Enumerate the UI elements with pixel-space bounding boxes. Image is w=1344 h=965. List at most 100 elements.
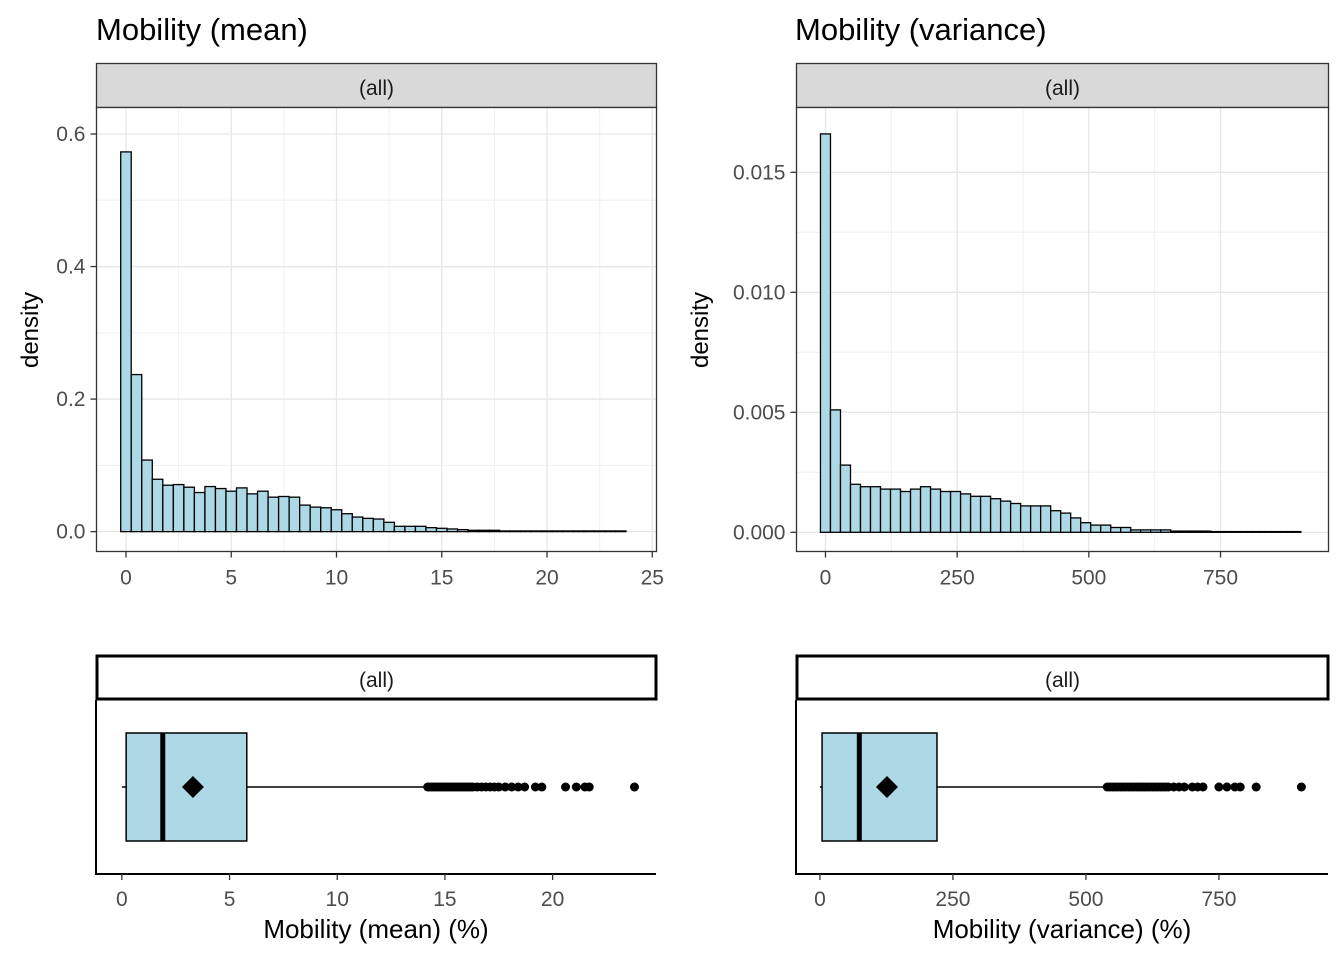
x-tick-label: 250 <box>940 567 975 590</box>
x-tick-label: 5 <box>224 888 236 911</box>
y-tick-label: 0.2 <box>56 388 85 411</box>
facet-strip-variance-histogram <box>795 62 1330 109</box>
histogram-bar <box>162 484 174 533</box>
outlier-point <box>530 782 540 792</box>
box-iqr <box>125 732 248 842</box>
histogram-bar <box>1170 530 1182 533</box>
x-tick-label: 10 <box>325 567 348 590</box>
x-axis-variance-histogram: 0 250 500 750 <box>820 551 1238 590</box>
y-tick-label: 0.0 <box>56 521 85 544</box>
histogram-bar <box>351 516 364 533</box>
histogram-bar <box>583 530 596 533</box>
histogram-bar <box>1090 524 1102 533</box>
outlier-point <box>513 782 523 792</box>
histogram-bar <box>456 528 469 533</box>
mean-marker <box>181 776 204 798</box>
histogram-bar <box>1160 529 1172 533</box>
x-axis-label-variance: Mobility (variance) (%) <box>933 914 1192 944</box>
boxplot-mean <box>121 732 639 842</box>
plot-panel-variance-histogram <box>795 106 1330 553</box>
facet-strip-mean-boxplot <box>95 654 658 701</box>
x-tick-label: 500 <box>1071 567 1106 590</box>
x-tick-label: 750 <box>1203 567 1238 590</box>
histogram-bar <box>277 495 290 533</box>
outlier-point <box>1179 782 1189 792</box>
outlier-point <box>629 782 639 792</box>
boxplot-variance <box>819 732 1306 842</box>
histogram-bar <box>393 525 406 533</box>
histogram-bar <box>1049 510 1062 533</box>
histogram-bar <box>959 493 972 533</box>
chart-title-variance: Mobility (variance) <box>795 12 1047 47</box>
histogram-bar <box>949 490 962 533</box>
histogram-bar <box>1260 530 1272 533</box>
y-tick-label: 0.005 <box>733 401 786 424</box>
plot-background-variance <box>796 107 1329 552</box>
histogram-bar <box>969 495 982 533</box>
y-tick-label: 0.4 <box>56 256 86 279</box>
histogram-bar <box>246 493 259 533</box>
histogram-bar <box>383 521 396 533</box>
outlier-point <box>1235 782 1245 792</box>
histogram-bar <box>267 496 280 533</box>
histogram-bar <box>193 491 206 533</box>
x-tick-label: 500 <box>1068 888 1103 911</box>
histogram-bar <box>562 530 574 533</box>
mean-marker <box>875 776 898 798</box>
x-axis-mean-histogram: 0 5 10 15 20 25 <box>120 551 664 590</box>
y-tick-label: 0.000 <box>733 521 786 544</box>
histogram-bar <box>330 509 343 533</box>
histogram-bar <box>1210 530 1222 533</box>
outlier-point <box>507 782 517 792</box>
histogram-bar <box>183 486 196 533</box>
outlier-point <box>1198 782 1208 792</box>
histogram-bar <box>130 373 143 533</box>
histogram-bar <box>929 488 942 533</box>
histogram-bar <box>999 500 1012 533</box>
histogram-bar <box>593 530 606 533</box>
y-tick-label: 0.6 <box>56 123 85 146</box>
x-tick-label: 0 <box>120 567 132 590</box>
histogram-bar <box>1230 530 1242 533</box>
chart-title-mean: Mobility (mean) <box>96 12 308 47</box>
histogram-bar <box>1250 530 1262 533</box>
histogram-bar <box>499 530 511 533</box>
histogram-bar <box>1039 505 1052 533</box>
histogram-bar <box>362 517 374 533</box>
histogram-bar <box>889 488 902 533</box>
histogram-bar <box>1140 529 1152 533</box>
outlier-point <box>571 782 581 792</box>
x-tick-label: 250 <box>935 888 970 911</box>
histogram-bar <box>520 530 532 533</box>
histogram-bar <box>909 488 922 533</box>
histogram-bar <box>446 528 459 533</box>
x-tick-label: 10 <box>326 888 349 911</box>
histogram-bar <box>879 488 892 533</box>
histogram-bar <box>819 133 832 533</box>
histogram-bar <box>151 478 164 533</box>
histogram-bar <box>1240 530 1252 533</box>
histogram-bar <box>551 530 564 533</box>
histogram-bar <box>1100 524 1112 533</box>
histogram-bar <box>839 464 852 533</box>
x-tick-label: 0 <box>820 567 832 590</box>
outlier-point <box>1214 782 1224 792</box>
histogram-bar <box>509 530 522 533</box>
histogram-bar <box>425 526 438 533</box>
histogram-bar <box>488 529 501 533</box>
facet-label-variance-boxplot: (all) <box>1045 669 1080 692</box>
histogram-bar <box>414 525 427 533</box>
facet-strip-variance-boxplot <box>795 654 1330 701</box>
histogram-bar <box>299 504 311 533</box>
histogram-bar <box>1190 530 1202 533</box>
histogram-bar <box>939 490 952 533</box>
x-tick-label: 15 <box>433 888 456 911</box>
histogram-bar <box>1029 505 1042 533</box>
histogram-bar <box>979 495 992 533</box>
histogram-bar <box>1120 526 1132 533</box>
outlier-point <box>584 782 594 792</box>
histogram-bar <box>256 490 269 533</box>
histogram-bar <box>614 530 627 533</box>
x-axis-mean-boxplot: 0 5 10 15 20 <box>116 874 564 911</box>
histogram-bar <box>141 459 153 533</box>
